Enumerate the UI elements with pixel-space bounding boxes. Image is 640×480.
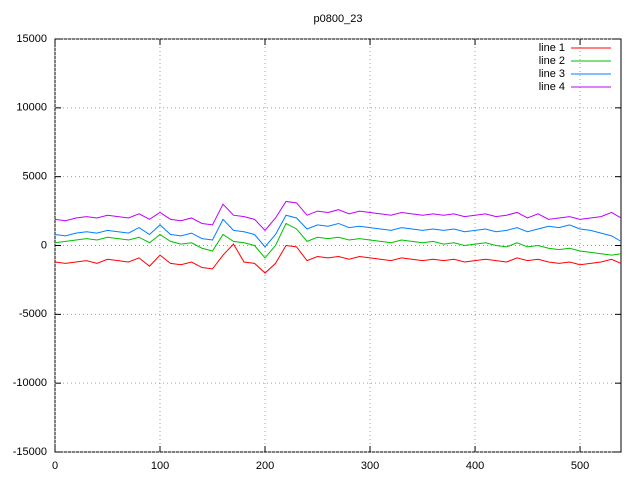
- x-tick-label: 400: [466, 460, 484, 472]
- series-line: [54, 200, 622, 232]
- x-tick-label: 100: [151, 460, 169, 472]
- y-tick-label: 15000: [16, 33, 47, 45]
- legend-label: line 4: [539, 81, 565, 93]
- y-tick-label: 5000: [23, 171, 47, 183]
- y-tick-label: 0: [41, 239, 47, 251]
- chart-title: p0800_23: [314, 13, 363, 25]
- series-line: [54, 222, 622, 259]
- x-tick-label: 300: [361, 460, 379, 472]
- legend-label: line 1: [539, 42, 565, 54]
- series-line: [54, 243, 622, 274]
- y-tick-label: -5000: [19, 308, 47, 320]
- y-tick-label: 10000: [16, 102, 47, 114]
- y-tick-label: -15000: [13, 446, 47, 458]
- x-tick-label: 500: [571, 460, 589, 472]
- series-line: [54, 214, 622, 248]
- x-tick-label: 0: [52, 460, 58, 472]
- legend-label: line 2: [539, 55, 565, 67]
- x-tick-label: 200: [256, 460, 274, 472]
- y-tick-label: -10000: [13, 377, 47, 389]
- legend-label: line 3: [539, 68, 565, 80]
